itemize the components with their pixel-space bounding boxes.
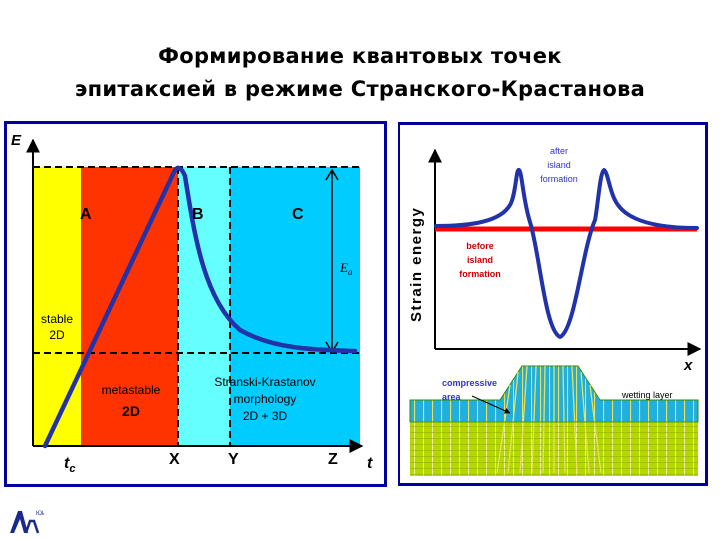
title-line-2: эпитаксией в режиме Странского-Крастанов…: [74, 77, 646, 101]
y-axis-label: E: [11, 132, 22, 149]
sk-label-3: 2D + 3D: [243, 409, 288, 423]
after-label-2: island: [547, 160, 571, 170]
tick-tc: tc: [64, 455, 75, 475]
island-strain-lines: [496, 365, 602, 474]
before-label-2: island: [467, 255, 493, 265]
compressive-label-2: area: [442, 392, 462, 402]
tick-z: Z: [328, 451, 338, 468]
energy-phase-diagram: E t A B C stable 2D metastable 2D Strans…: [4, 121, 387, 487]
metastable-label-2: 2D: [122, 403, 140, 419]
after-island-curve: [434, 167, 699, 339]
region-b-label: B: [192, 206, 204, 223]
compressive-label-1: compressive: [442, 378, 497, 388]
sk-label-2: morphology: [234, 392, 297, 406]
region-c: [230, 167, 360, 446]
region-a-label: A: [80, 206, 92, 223]
tick-y: Y: [228, 451, 239, 468]
logo: ЮИ: [10, 511, 44, 534]
after-label-3: formation: [540, 174, 578, 184]
energy-arrow-head-top: [325, 168, 339, 181]
svg-text:ЮИ: ЮИ: [36, 511, 44, 517]
region-stable: [33, 167, 81, 446]
stable-label-1: stable: [41, 312, 73, 326]
slide-title: Формирование квантовых точек эпитаксией …: [0, 40, 720, 106]
tick-x: X: [169, 451, 180, 468]
energy-barrier-label: Ea: [339, 260, 353, 277]
title-line-1: Формирование квантовых точек: [158, 44, 562, 68]
energy-curve: [42, 165, 358, 449]
before-label-1: before: [466, 241, 494, 251]
strain-energy-diagram: Strain energy x after island formation b…: [398, 122, 708, 486]
after-label-1: after: [550, 146, 568, 156]
region-metastable: [81, 167, 178, 446]
stable-label-2: 2D: [49, 328, 65, 342]
metastable-label-1: metastable: [102, 383, 161, 397]
strain-axis-label: Strain energy: [408, 207, 425, 322]
before-label-3: formation: [459, 269, 501, 279]
compressive-pointer: [471, 395, 511, 414]
x-axis-label: t: [367, 455, 373, 472]
region-c-label: C: [292, 206, 304, 223]
wetting-layer-label: wetting layer: [621, 390, 673, 400]
sk-label-1: Stranski-Krastanov: [214, 375, 315, 389]
strain-x-label: x: [683, 357, 693, 374]
